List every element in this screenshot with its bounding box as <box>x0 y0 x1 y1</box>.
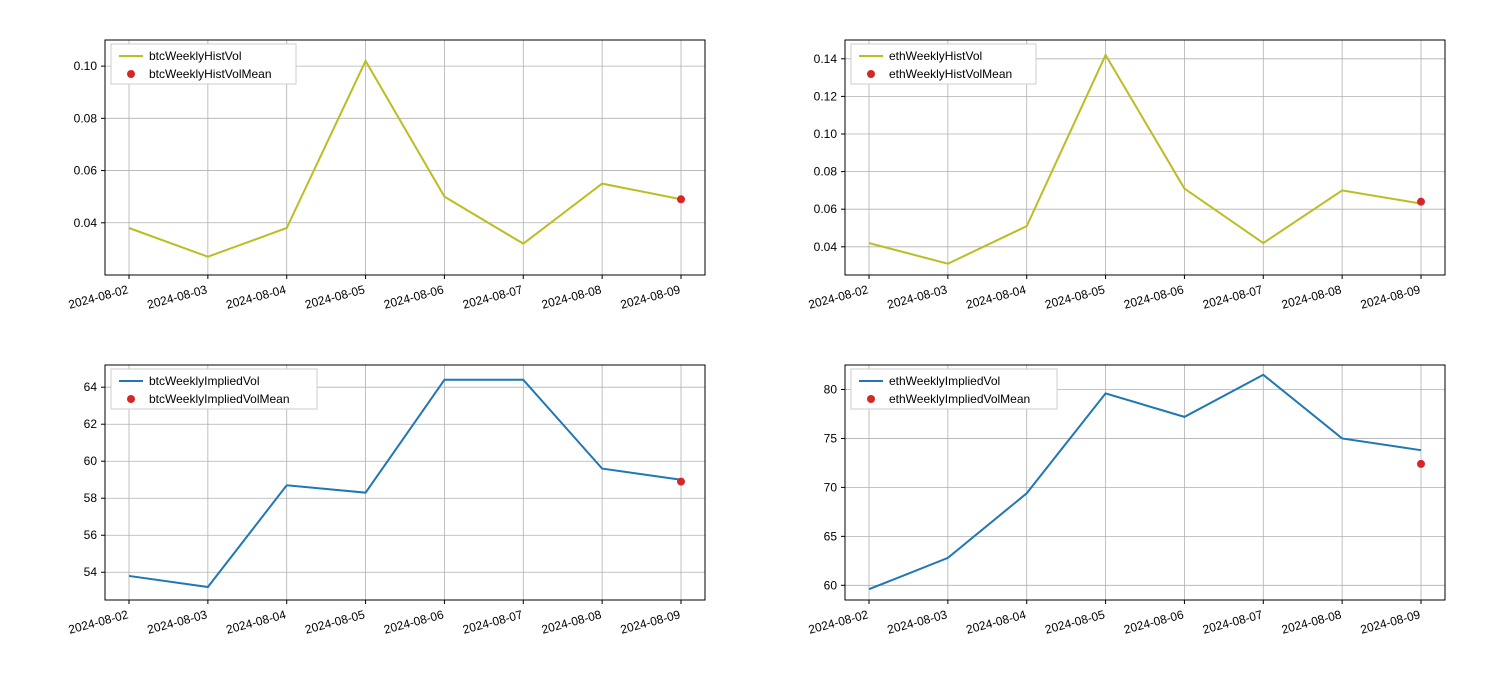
xtick-label: 2024-08-09 <box>1359 607 1422 636</box>
xtick-label: 2024-08-05 <box>303 282 366 311</box>
legend: btcWeeklyImpliedVol btcWeeklyImpliedVolMe… <box>111 369 317 409</box>
xtick-label: 2024-08-02 <box>67 607 130 636</box>
panel-eth-implied: 60 65 70 75 80 2024-08-02 2024-08-03 2024-08-04… <box>780 355 1460 660</box>
series-line <box>129 380 681 587</box>
ytick-label: 80 <box>824 382 838 396</box>
xtick-label: 2024-08-08 <box>540 282 603 311</box>
ytick-label: 0.08 <box>74 111 98 125</box>
ytick-label: 75 <box>824 431 838 445</box>
ytick-label: 0.10 <box>74 59 98 73</box>
xtick-label: 2024-08-04 <box>225 282 288 311</box>
xtick-label: 2024-08-07 <box>461 282 524 311</box>
xtick-label: 2024-08-09 <box>619 282 682 311</box>
xtick-label: 2024-08-06 <box>1122 607 1185 636</box>
legend: btcWeeklyHistVol btcWeeklyHistVolMean <box>111 44 296 84</box>
ytick-label: 70 <box>824 480 838 494</box>
xtick-label: 2024-08-03 <box>886 282 949 311</box>
panel-btc-implied: 54 56 58 60 62 64 2024-08-02 2024-08-03 2024-08-… <box>40 355 720 660</box>
xtick-label: 2024-08-05 <box>303 607 366 636</box>
chart-svg-eth-hist: 0.04 0.06 0.08 0.10 0.12 0.14 2024-08-02 2024-0… <box>780 30 1460 325</box>
ytick-label: 60 <box>84 454 98 468</box>
ytick-label: 0.06 <box>74 164 98 178</box>
panel-eth-hist: 0.04 0.06 0.08 0.10 0.12 0.14 2024-08-02 2024-0… <box>780 30 1460 335</box>
ytick-label: 60 <box>824 578 838 592</box>
legend-line-label: ethWeeklyImpliedVol <box>889 374 1000 388</box>
ytick-label: 0.04 <box>814 240 838 254</box>
xtick-label: 2024-08-04 <box>225 607 288 636</box>
mean-point <box>1417 460 1425 468</box>
xtick-label: 2024-08-07 <box>461 607 524 636</box>
legend-point-label: btcWeeklyImpliedVolMean <box>149 392 290 406</box>
xtick-label: 2024-08-05 <box>1043 282 1106 311</box>
xtick-label: 2024-08-09 <box>1359 282 1422 311</box>
ytick-label: 0.10 <box>814 127 838 141</box>
series-line <box>869 55 1421 264</box>
mean-point <box>677 195 685 203</box>
chart-svg-btc-hist: 0.04 0.06 0.08 0.10 2024-08-02 2024-08-03 2024… <box>40 30 720 325</box>
legend-line-label: ethWeeklyHistVol <box>889 49 982 63</box>
xtick-label: 2024-08-03 <box>886 607 949 636</box>
chart-grid: 0.04 0.06 0.08 0.10 2024-08-02 2024-08-03 2024… <box>0 0 1500 700</box>
xtick-label: 2024-08-06 <box>382 282 445 311</box>
xtick-label: 2024-08-02 <box>67 282 130 311</box>
ytick-label: 0.06 <box>814 202 838 216</box>
ytick-label: 62 <box>84 417 98 431</box>
ytick-label: 54 <box>84 565 98 579</box>
panel-btc-hist: 0.04 0.06 0.08 0.10 2024-08-02 2024-08-03 2024… <box>40 30 720 335</box>
series-line <box>129 61 681 257</box>
legend-point-label: ethWeeklyHistVolMean <box>889 67 1012 81</box>
ytick-label: 64 <box>84 380 98 394</box>
chart-svg-eth-implied: 60 65 70 75 80 2024-08-02 2024-08-03 2024-08-04… <box>780 355 1460 650</box>
mean-point <box>677 478 685 486</box>
xtick-label: 2024-08-08 <box>1280 607 1343 636</box>
ytick-label: 58 <box>84 491 98 505</box>
xtick-label: 2024-08-07 <box>1201 282 1264 311</box>
ytick-label: 0.08 <box>814 165 838 179</box>
legend-point-label: btcWeeklyHistVolMean <box>149 67 272 81</box>
legend-point-label: ethWeeklyImpliedVolMean <box>889 392 1030 406</box>
ytick-label: 56 <box>84 528 98 542</box>
mean-point <box>1417 198 1425 206</box>
legend: ethWeeklyHistVol ethWeeklyHistVolMean <box>851 44 1036 84</box>
xtick-label: 2024-08-07 <box>1201 607 1264 636</box>
xtick-label: 2024-08-09 <box>619 607 682 636</box>
chart-svg-btc-implied: 54 56 58 60 62 64 2024-08-02 2024-08-03 2024-08-… <box>40 355 720 650</box>
ytick-label: 0.12 <box>814 89 838 103</box>
xtick-label: 2024-08-03 <box>146 282 209 311</box>
xtick-label: 2024-08-06 <box>382 607 445 636</box>
xtick-label: 2024-08-04 <box>965 282 1028 311</box>
xtick-label: 2024-08-05 <box>1043 607 1106 636</box>
xtick-label: 2024-08-03 <box>146 607 209 636</box>
xtick-label: 2024-08-04 <box>965 607 1028 636</box>
xtick-label: 2024-08-08 <box>540 607 603 636</box>
legend: ethWeeklyImpliedVol ethWeeklyImpliedVolMe… <box>851 369 1057 409</box>
xtick-label: 2024-08-02 <box>807 282 870 311</box>
ytick-label: 0.14 <box>814 52 838 66</box>
xtick-label: 2024-08-06 <box>1122 282 1185 311</box>
legend-line-label: btcWeeklyHistVol <box>149 49 241 63</box>
ytick-label: 0.04 <box>74 216 98 230</box>
xtick-label: 2024-08-02 <box>807 607 870 636</box>
xtick-label: 2024-08-08 <box>1280 282 1343 311</box>
ytick-label: 65 <box>824 529 838 543</box>
legend-line-label: btcWeeklyImpliedVol <box>149 374 260 388</box>
